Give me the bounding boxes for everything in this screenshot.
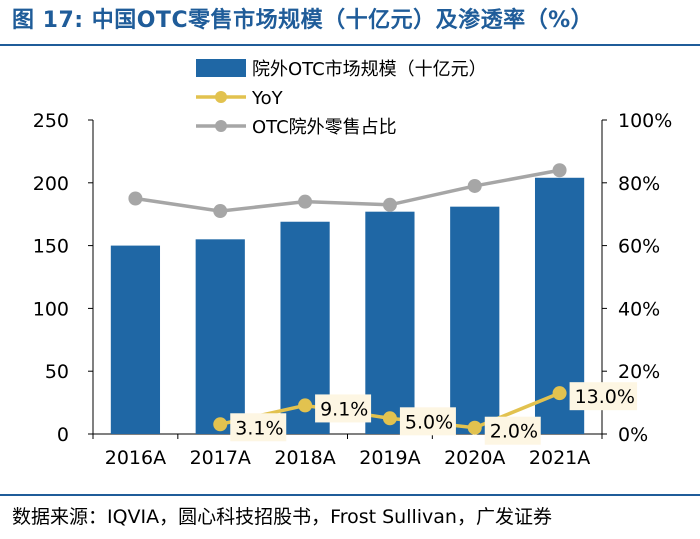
yoy-label-bg xyxy=(569,382,638,411)
x-tick-label: 2021A xyxy=(529,447,590,469)
share-point xyxy=(298,194,313,209)
y-right-tick-label: 0% xyxy=(618,424,648,446)
yoy-data-label: 9.1% xyxy=(320,398,368,420)
x-tick-label: 2018A xyxy=(274,447,335,469)
x-tick-label: 2017A xyxy=(190,447,251,469)
yoy-label-bg xyxy=(484,416,541,445)
y-left-tick-label: 200 xyxy=(33,173,69,195)
figure-title: 图 17: 中国OTC零售市场规模（十亿元）及渗透率（%） xyxy=(12,8,594,33)
y-left-tick-label: 0 xyxy=(57,424,69,446)
share-point xyxy=(128,191,143,206)
yoy-data-label: 13.0% xyxy=(575,386,635,408)
legend-marker-share xyxy=(215,120,227,132)
x-tick-label: 2019A xyxy=(359,447,420,469)
yoy-label-bg xyxy=(230,413,287,442)
yoy-point xyxy=(467,420,482,435)
title-rule xyxy=(0,44,700,46)
y-right-tick-label: 20% xyxy=(618,361,660,383)
chart: 0 50 100 150 200 250 0% 20% 40% 60% 80% 100% 2016A 20… xyxy=(33,59,672,469)
source-rule xyxy=(0,494,700,496)
bar xyxy=(365,211,415,434)
share-point xyxy=(467,178,482,193)
source-note: 数据来源：IQVIA，圆心科技招股书，Frost Sullivan，广发证券 xyxy=(12,506,552,528)
bar xyxy=(110,245,161,434)
y-right-tick-label: 100% xyxy=(618,110,672,132)
bar xyxy=(450,206,500,434)
legend-label-bar: 院外OTC市场规模（十亿元） xyxy=(252,59,487,80)
legend-label-yoy: YoY xyxy=(251,88,284,109)
share-point xyxy=(213,204,228,219)
y-left-tick-label: 100 xyxy=(33,298,69,320)
yoy-data-label: 2.0% xyxy=(490,421,538,443)
x-tick-label: 2016A xyxy=(105,447,166,469)
yoy-point xyxy=(213,417,228,432)
legend-swatch-bar xyxy=(196,59,246,77)
x-tick-label: 2020A xyxy=(444,447,505,469)
legend-label-share: OTC院外零售占比 xyxy=(252,117,397,138)
yoy-label-bg xyxy=(399,407,456,436)
yoy-label-bg xyxy=(315,394,372,423)
y-right-tick-label: 80% xyxy=(618,173,660,195)
y-right-tick-label: 60% xyxy=(618,236,660,258)
share-line xyxy=(135,168,560,213)
yoy-data-label: 5.0% xyxy=(405,411,453,433)
share-point xyxy=(382,197,397,212)
yoy-point xyxy=(298,398,313,413)
yoy-point xyxy=(552,386,567,401)
yoy-data-label: 3.1% xyxy=(235,417,283,439)
y-left-tick-label: 250 xyxy=(33,110,69,132)
y-right-tick-label: 40% xyxy=(618,298,660,320)
y-left-tick-label: 50 xyxy=(45,361,69,383)
legend-marker-yoy xyxy=(215,91,227,103)
bar xyxy=(195,239,245,434)
yoy-point xyxy=(382,411,397,426)
y-left-tick-label: 150 xyxy=(33,236,69,258)
share-point xyxy=(552,163,567,178)
